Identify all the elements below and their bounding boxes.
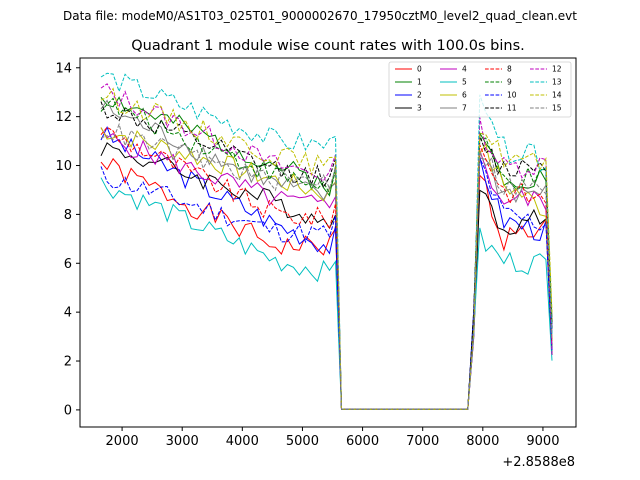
legend-label-10: 10	[507, 91, 517, 100]
x-axis-offset-label: +2.8588e8	[502, 455, 575, 470]
legend-label-1: 1	[417, 78, 422, 87]
axes-layer: 2000 3000 4000 5000 6000 7000 8000 900002468101…	[55, 57, 577, 449]
series-layer	[100, 72, 553, 410]
y-tick-label: 4	[64, 306, 72, 321]
legend-label-8: 8	[507, 65, 512, 74]
legend-label-9: 9	[507, 78, 512, 87]
legend-label-7: 7	[462, 104, 467, 113]
chart-suptitle: Data file: modeM0/AS1T03_025T01_90000026…	[63, 9, 577, 23]
x-tick-label: 6000	[346, 434, 379, 449]
series-line-13	[100, 72, 553, 410]
y-tick-label: 2	[64, 355, 72, 370]
legend-label-0: 0	[417, 65, 422, 74]
y-tick-label: 6	[64, 257, 72, 272]
x-tick-label: 5000	[286, 434, 319, 449]
series-line-3	[100, 142, 553, 410]
y-tick-label: 8	[64, 208, 72, 223]
legend-label-11: 11	[507, 104, 517, 113]
legend-label-6: 6	[462, 91, 467, 100]
series-line-14	[100, 87, 553, 410]
x-tick-label: 8000	[466, 434, 499, 449]
legend-label-13: 13	[552, 78, 562, 87]
y-tick-label: 0	[64, 403, 72, 418]
y-tick-label: 12	[55, 110, 72, 125]
x-tick-label: 4000	[226, 434, 259, 449]
legend-label-2: 2	[417, 91, 422, 100]
x-tick-label: 9000	[526, 434, 559, 449]
x-tick-label: 3000	[166, 434, 199, 449]
series-line-5	[100, 177, 553, 410]
y-tick-label: 14	[55, 61, 72, 76]
legend-label-4: 4	[462, 65, 467, 74]
series-line-15	[100, 122, 553, 410]
legend-label-5: 5	[462, 78, 467, 87]
legend-label-15: 15	[552, 104, 562, 113]
chart-title: Quadrant 1 module wise count rates with …	[131, 38, 525, 54]
x-tick-label: 2000	[106, 434, 139, 449]
legend-label-12: 12	[552, 65, 562, 74]
legend-label-3: 3	[417, 104, 422, 113]
x-tick-label: 7000	[406, 434, 439, 449]
y-tick-label: 10	[55, 159, 72, 174]
plot-frame	[79, 57, 577, 428]
series-line-10	[100, 157, 553, 410]
legend-box	[388, 61, 572, 118]
legend-label-14: 14	[552, 91, 562, 100]
